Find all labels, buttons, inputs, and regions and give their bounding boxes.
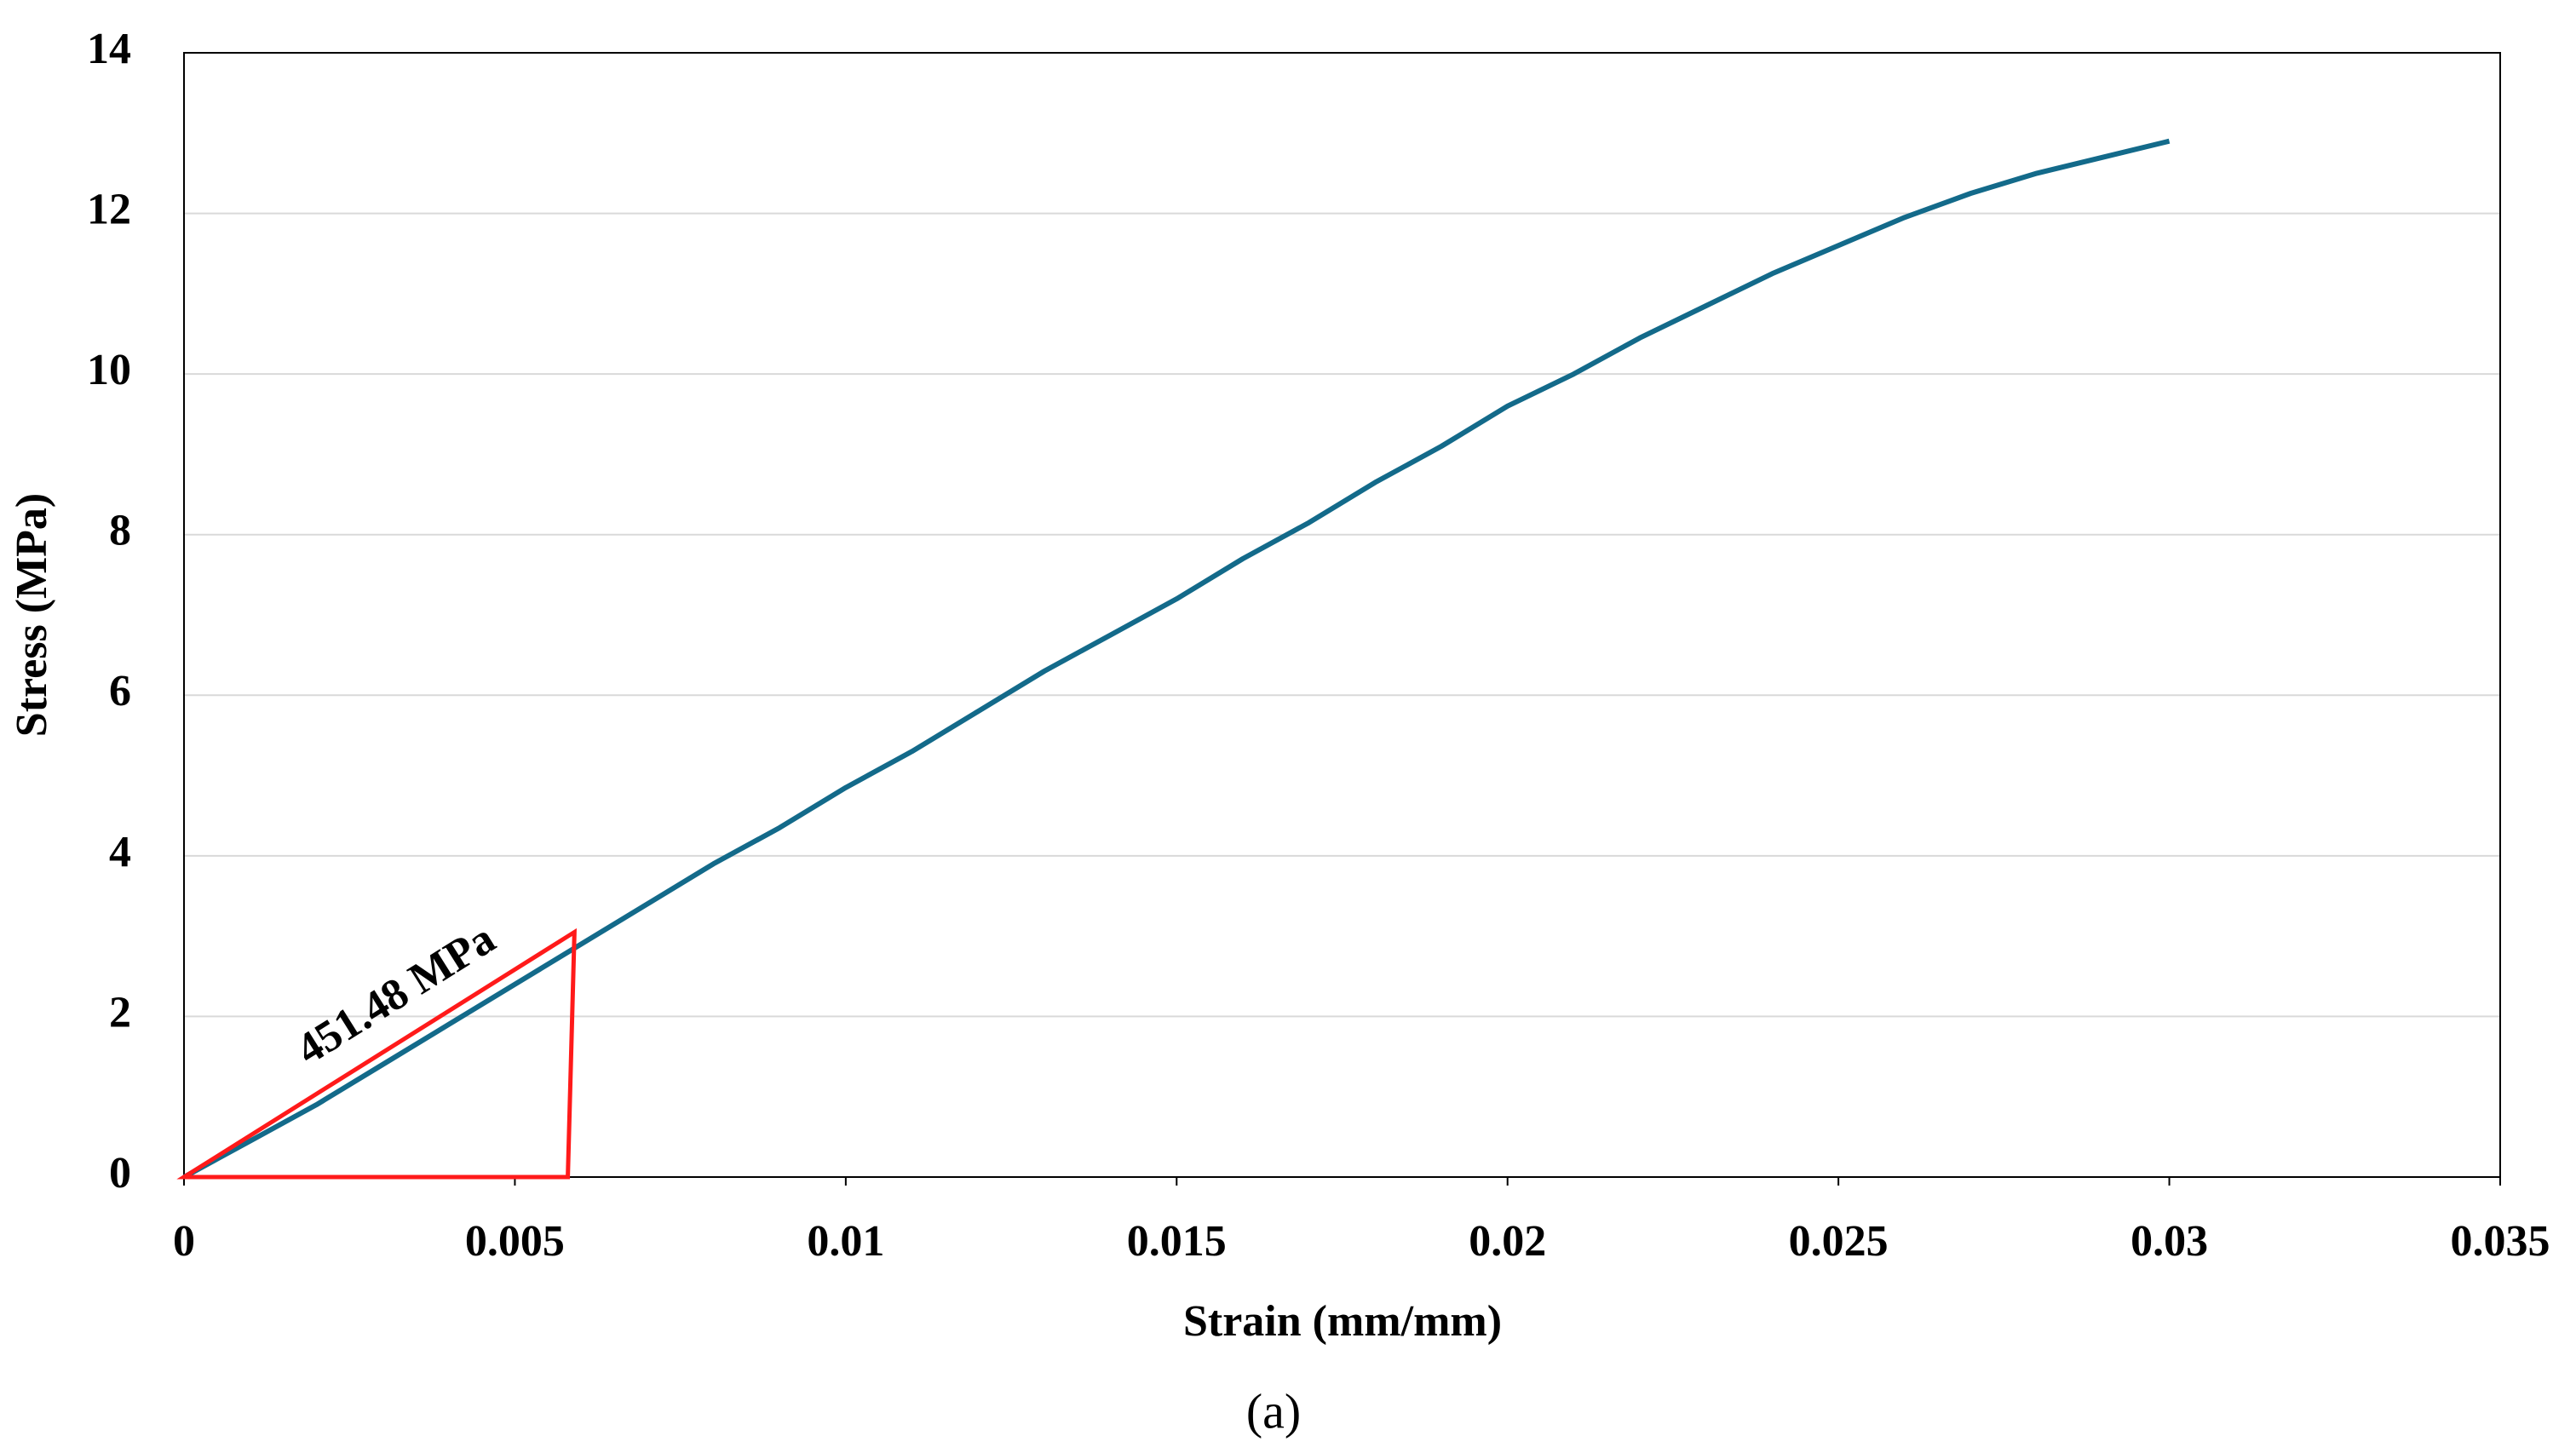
x-tick-label: 0.005	[465, 1217, 565, 1266]
x-axis-label: Strain (mm/mm)	[1183, 1297, 1502, 1346]
y-tick-label: 2	[109, 988, 131, 1037]
x-tick-label: 0.01	[807, 1217, 884, 1266]
y-tick-label: 10	[87, 346, 131, 394]
x-tick-label: 0.025	[1789, 1217, 1889, 1266]
y-tick-label: 12	[87, 186, 131, 234]
y-axis-label: Stress (MPa)	[8, 493, 56, 737]
y-tick-label: 0	[109, 1149, 131, 1197]
y-tick-label: 8	[109, 507, 131, 555]
plot-border	[183, 52, 2501, 1178]
y-tick-label: 14	[87, 25, 131, 73]
x-tick-label: 0.03	[2130, 1217, 2208, 1266]
x-tick-label: 0	[173, 1217, 195, 1266]
slope-triangle	[176, 928, 577, 1180]
y-tick-label: 6	[109, 667, 131, 715]
x-tick-label: 0.015	[1127, 1217, 1227, 1266]
x-tick-label: 0.035	[2451, 1217, 2550, 1266]
caption: (a)	[1246, 1383, 1301, 1439]
y-tick-label: 4	[109, 828, 131, 876]
data-line	[182, 138, 2171, 1180]
x-tick-label: 0.02	[1469, 1217, 1546, 1266]
